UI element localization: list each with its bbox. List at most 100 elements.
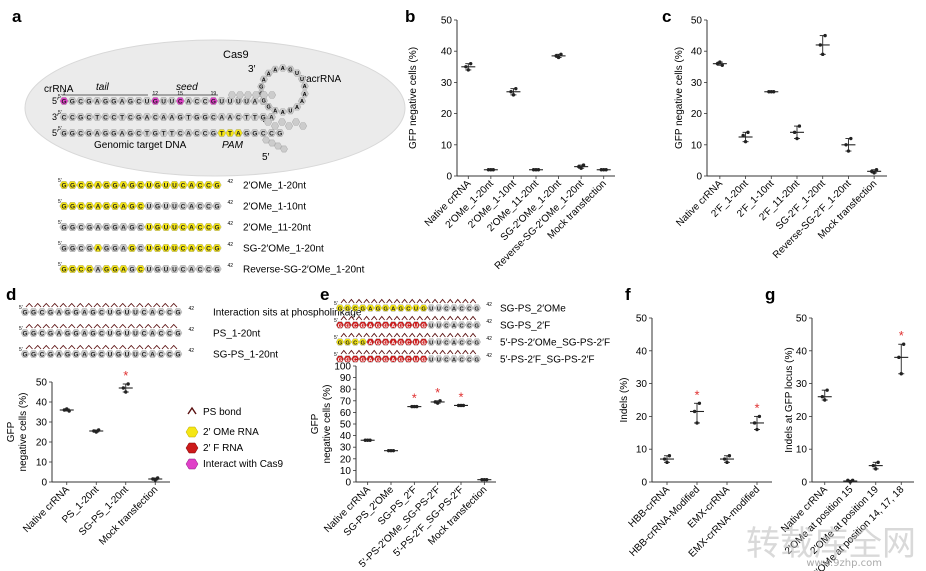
nucleotide-hex — [200, 113, 210, 121]
nucleotide-hex — [442, 338, 451, 346]
nucleotide-letter: G — [175, 309, 180, 316]
nucleotide-hex — [144, 202, 154, 210]
nucleotide-letter: G — [244, 130, 249, 137]
nucleotide-letter: T — [245, 114, 249, 121]
nucleotide-hex — [84, 129, 94, 137]
nucleotide-letter: G — [376, 340, 381, 346]
ps-bond-mark — [454, 332, 461, 338]
nucleotide-hex — [71, 308, 81, 316]
nucleotide-letter: G — [361, 340, 366, 346]
nucleotide-letter: C — [142, 309, 147, 316]
ps-bond-mark — [110, 323, 118, 329]
panel-e-row-label: 5′-PS-2′OMe_SG-PS-2′F — [500, 338, 610, 349]
nucleotide-letter: G — [22, 330, 27, 337]
tracr-nucleotide — [243, 91, 253, 99]
data-point — [466, 68, 470, 72]
pos-42-mark: 42 — [486, 336, 492, 342]
nucleotide-hex — [186, 244, 197, 252]
nucleotide-hex — [101, 223, 112, 231]
five-prime-mark: 5′ — [58, 262, 62, 268]
nucleotide-letter: A — [186, 130, 191, 137]
nucleotide-hex — [161, 265, 171, 273]
nucleotide-letter: A — [95, 130, 100, 137]
nucleotide-letter: G — [86, 98, 91, 105]
ps-bond-mark — [153, 344, 161, 350]
ps-bond-mark — [110, 302, 118, 308]
nucleotide-hex — [76, 113, 85, 121]
nucleotide-letter: A — [269, 114, 274, 121]
ps-bond-mark — [371, 315, 378, 321]
nucleotide-letter: G — [129, 182, 134, 189]
variant-row: 5′G G C G A G G A G C U G U U C A C C G42 2′OMe_1-10nt — [58, 199, 306, 213]
nucleotide-hex — [465, 321, 474, 329]
data-point — [67, 409, 71, 413]
tracr-letter: A — [267, 71, 271, 77]
pos-42-mark: 42 — [228, 242, 234, 248]
nucleotide-hex — [343, 304, 352, 312]
nucleotide-hex — [92, 129, 102, 137]
nucleotide-hex — [366, 338, 375, 346]
tracr-nucleotide — [278, 108, 287, 116]
nucleotide-hex — [419, 321, 428, 329]
data-point — [665, 460, 669, 465]
three-prime-top: 3′ — [248, 64, 256, 75]
ps-bond-mark — [42, 323, 50, 329]
nucleotide-letter: G — [211, 98, 216, 105]
nucleotide-hex — [84, 265, 95, 273]
ps-bond-mark — [161, 323, 169, 329]
data-point — [757, 414, 762, 419]
nucleotide-letter: G — [103, 98, 108, 105]
nucleotide-letter: G — [70, 203, 75, 210]
ps-bond-mark — [378, 315, 385, 321]
tracr-nucleotide — [293, 103, 302, 111]
nucleotide-hex — [442, 321, 451, 329]
nucleotide-hex — [472, 355, 481, 363]
nucleotide-hex — [195, 202, 205, 210]
tracr-letter: A — [273, 109, 277, 115]
nucleotide-letter: C — [194, 130, 199, 137]
ps-bond-mark — [25, 302, 33, 308]
ps-bond-mark — [378, 349, 385, 355]
nucleotide-hex — [159, 97, 168, 105]
variant-label: SG-2′OMe_1-20nt — [243, 244, 324, 255]
nucleotide-letter: G — [70, 130, 75, 137]
nucleotide-letter: C — [206, 203, 211, 210]
nucleotide-hex — [457, 355, 466, 363]
ps-bond-mark — [144, 323, 152, 329]
y-tick-label: 0 — [696, 172, 702, 183]
nucleotide-hex — [59, 202, 69, 210]
nucleotide-letter: C — [467, 357, 472, 363]
nucleotide-letter: G — [104, 182, 109, 189]
nucleotide-letter: G — [61, 203, 66, 210]
nucleotide-hex — [212, 202, 222, 210]
nucleotide-letter: C — [78, 98, 83, 105]
ps-bond-mark — [431, 349, 439, 355]
nucleotide-letter: U — [172, 245, 177, 252]
nucleotide-hex — [156, 329, 166, 337]
nucleotide-hex — [144, 223, 154, 231]
nucleotide-letter: U — [164, 266, 169, 273]
nucleotide-letter: G — [345, 323, 350, 329]
nucleotide-letter: C — [406, 306, 411, 312]
ps-bond-mark — [34, 302, 42, 308]
ps-bond-mark — [371, 332, 378, 338]
nucleotide-letter: U — [147, 266, 152, 273]
nucleotide-letter: A — [189, 224, 194, 231]
tracr-nucleotide — [293, 69, 302, 77]
data-point — [848, 480, 852, 484]
nucleotide-letter: C — [111, 114, 116, 121]
data-point — [124, 390, 128, 394]
data-point — [155, 476, 160, 480]
nucleotide-letter: G — [61, 224, 66, 231]
nucleotide-letter: G — [129, 266, 134, 273]
nucleotide-letter: U — [172, 182, 177, 189]
nucleotide-letter: A — [57, 330, 62, 337]
nucleotide-hex — [233, 129, 243, 137]
ps-bond-mark — [424, 298, 431, 304]
position-label: 12 — [153, 91, 159, 97]
nucleotide-letter: C — [40, 330, 45, 337]
nucleotide-hex — [472, 338, 481, 346]
nucleotide-letter: U — [437, 357, 441, 363]
ps-bond-mark — [469, 349, 477, 355]
nucleotide-hex — [472, 321, 481, 329]
